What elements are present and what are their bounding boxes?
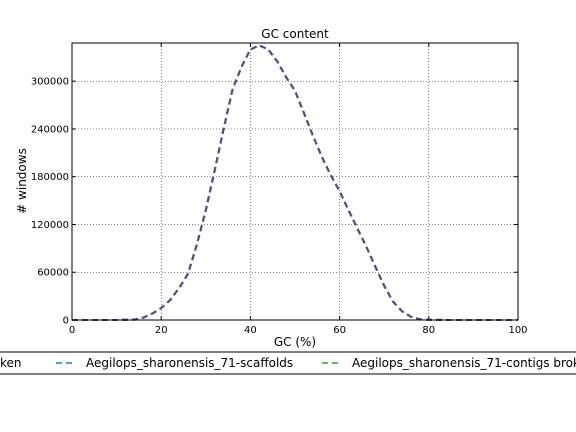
y-axis-ticks: 0 60000 120000 180000 240000 300000	[31, 77, 518, 327]
gridlines	[72, 43, 518, 320]
legend-label: Aegilops_sharonensis_71-scaffolds	[86, 356, 293, 370]
plot-area-frame	[71, 42, 519, 321]
series-line-1	[72, 44, 518, 321]
x-axis-label: GC (%)	[274, 335, 316, 349]
x-tick-label: 60	[333, 325, 346, 336]
y-tick-label: 60000	[37, 268, 69, 279]
chart-title: GC content	[261, 27, 329, 41]
legend: roken Aegilops_sharonensis_71-scaffolds Ae…	[0, 351, 576, 375]
y-tick-label: 180000	[31, 172, 69, 183]
x-tick-label: 40	[244, 325, 257, 336]
x-axis-ticks: 0 20 40 60 80 100	[69, 43, 528, 336]
x-tick-label: 0	[69, 325, 75, 336]
x-tick-label: 80	[422, 325, 435, 336]
data-series	[72, 44, 518, 321]
y-tick-label: 120000	[31, 220, 69, 231]
series-line-2	[72, 44, 518, 321]
y-tick-label: 300000	[31, 77, 69, 88]
x-tick-label: 100	[508, 325, 527, 336]
legend-label: roken	[0, 356, 22, 370]
y-tick-label: 0	[63, 316, 69, 327]
legend-label: Aegilops_sharonensis_71-contigs brok	[352, 356, 576, 370]
x-tick-label: 20	[155, 325, 168, 336]
legend-frame	[0, 351, 576, 375]
y-tick-label: 240000	[31, 124, 69, 135]
series-line-3	[72, 44, 518, 321]
series-line-0	[72, 44, 518, 321]
y-axis-label: # windows	[15, 148, 29, 214]
